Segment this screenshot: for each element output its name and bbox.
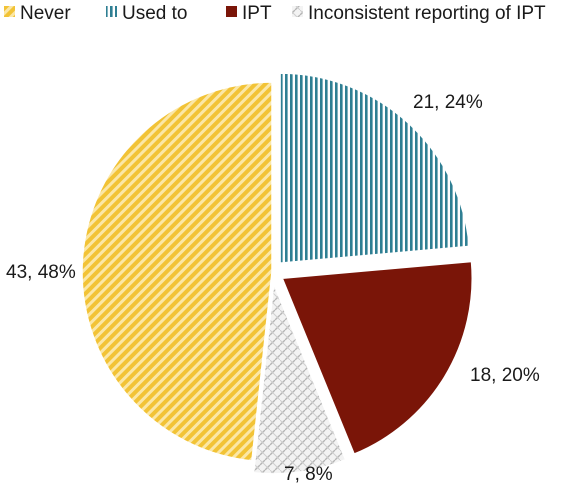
legend-item-ipt: IPT <box>226 3 272 24</box>
pie-slice-ipt <box>281 260 473 456</box>
legend-label-never: Never <box>20 3 71 24</box>
legend-swatch-inconsistent <box>292 6 303 17</box>
legend-label-inconsistent: Inconsistent reporting of IPT <box>308 3 546 24</box>
data-labels: 43, 48% 21, 24% 18, 20% 7, 8% <box>6 92 540 485</box>
pie-slice-never <box>81 81 273 462</box>
data-label-used-to: 21, 24% <box>413 92 483 113</box>
pie-slice-inconsistent <box>252 283 347 475</box>
legend-swatch-used-to <box>106 6 117 17</box>
legend-item-never: Never <box>4 3 71 24</box>
legend-label-ipt: IPT <box>242 3 272 24</box>
data-label-ipt: 18, 20% <box>470 365 540 386</box>
pie-slices <box>81 72 473 475</box>
data-label-never: 43, 48% <box>6 262 76 283</box>
legend-swatch-never <box>4 6 15 17</box>
legend: Never Used to IPT Inconsistent reporting… <box>4 3 546 24</box>
pie-slice-used-to <box>279 72 471 264</box>
legend-item-inconsistent: Inconsistent reporting of IPT <box>292 3 546 24</box>
legend-label-used-to: Used to <box>122 3 187 24</box>
data-label-inconsistent: 7, 8% <box>284 464 333 485</box>
legend-item-used-to: Used to <box>106 3 187 24</box>
legend-swatch-ipt <box>226 6 237 17</box>
